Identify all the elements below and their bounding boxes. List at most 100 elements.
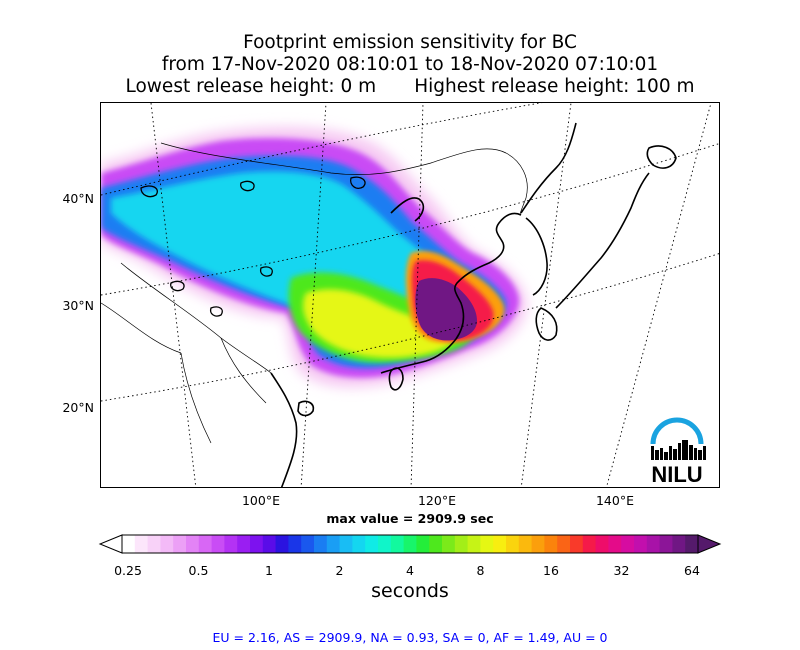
colorbar-cell [237,535,251,553]
colorbar-cell [634,535,648,553]
taiwan [388,367,404,391]
lon-label-100E: 100°E [241,493,280,508]
country-borders [101,142,528,444]
colorbar-cell [326,535,341,553]
colorbar-cell [301,535,315,553]
colorbar-cell [621,535,635,553]
colorbar-cell [518,535,533,553]
colorbar-tick-label: 32 [613,563,630,578]
vietnam-coast [270,372,298,487]
japan-honshu [555,172,650,309]
lat-label-20N: 20°N [62,400,94,415]
lon-label-120E: 120°E [417,493,456,508]
colorbar-cell [262,535,277,553]
footprint-field [101,126,527,388]
colorbar-cell [608,535,622,553]
colorbar-cell [314,535,328,553]
colorbar-cell [403,535,417,553]
colorbar-cell [582,535,597,553]
colorbar-tick-label: 1 [265,563,273,578]
colorbar-cell [275,535,289,553]
hainan [297,400,315,417]
border-myanmar [180,352,212,444]
bohai-coast [390,197,425,222]
plot-release-heights: Lowest release height: 0 m Highest releas… [10,76,800,98]
colorbar-cell [493,535,507,553]
colorbar-cell [122,535,136,553]
lakes [140,176,366,317]
lat-label-30N: 30°N [62,298,94,313]
colorbar-cell [390,535,405,553]
colorbar-cell [378,535,392,553]
colorbar-tick-label: 0.5 [188,563,209,578]
lake-1 [140,185,158,198]
lake-5 [209,306,223,317]
border-china-southwest [120,262,272,374]
lon-label-140E: 140°E [595,493,634,508]
colorbar-cell [160,535,174,553]
colorbar-cell [557,535,571,553]
footprint-map [100,102,720,488]
nilu-arc [650,417,704,445]
colorbar-cell [365,535,379,553]
colorbar-extend-max [697,534,722,554]
colorbar-cell [672,535,686,553]
meridian-130E [520,103,572,487]
colorbar-cell [186,535,200,553]
colorbar-cell [288,535,302,553]
meridian-100E [150,103,197,487]
colorbar-cell [134,535,149,553]
lake-3 [350,176,366,189]
parallel-20N [101,253,719,402]
meridian-140E [606,103,712,487]
colorbar-cell [506,535,520,553]
colorbar-extend-min [98,534,123,554]
colorbar-cell [339,535,353,553]
colorbar-cell [646,535,661,553]
highest-release-height: Highest release height: 100 m [414,76,695,97]
border-india [101,302,182,354]
colorbar-frame [121,534,699,554]
china-coast [380,212,522,374]
colorbar-cell [416,535,430,553]
colorbar-tick-label: 64 [684,563,700,578]
plot-title: Footprint emission sensitivity for BC [243,32,577,53]
lake-4 [170,280,185,292]
lowest-release-height: Lowest release height: 0 m [125,76,377,97]
colorbar-cell [531,535,545,553]
lake-2 [240,180,255,192]
colorbar-label: seconds [371,580,449,602]
colorbar-cell [250,535,264,553]
russia-coast [520,122,577,214]
field-level-darkmagenta [415,278,477,341]
colorbar-cell [467,535,481,553]
meridian-120E [410,103,424,487]
colorbar-cell [173,535,187,553]
colorbar-tick-label: 16 [543,563,559,578]
map-canvas [101,103,719,487]
nilu-logo-text: NILU [651,462,702,487]
colorbar [98,534,722,554]
lat-label-40N: 40°N [62,191,94,206]
colorbar-tick-label: 0.25 [114,563,142,578]
colorbar-cell [595,535,609,553]
colorbar-cell [442,535,456,553]
colorbar-cell [147,535,161,553]
border-china-north [430,148,528,216]
japan-hokkaido [646,145,677,169]
border-laos [220,337,267,404]
lake-6 [259,266,273,277]
coastlines [270,122,677,487]
colorbar-cell [211,535,225,553]
meridian-110E [300,103,327,487]
field-level-yellow [303,289,453,358]
colorbar-cell [454,535,469,553]
japan-kyushu [535,307,558,341]
nilu-logo: NILU [640,410,720,488]
nilu-skyline [651,440,706,460]
colorbar-cell [429,535,443,553]
colorbar-cell [198,535,213,553]
nilu-logo-graphic: NILU [650,417,706,487]
colorbar-tick-label: 8 [476,563,485,578]
colorbar-cell [544,535,558,553]
